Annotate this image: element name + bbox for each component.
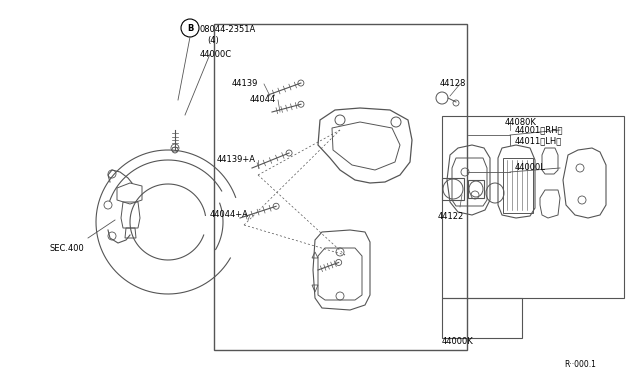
Text: 44128: 44128 — [440, 79, 467, 88]
Text: 44000L: 44000L — [515, 163, 546, 172]
Bar — [468, 180, 484, 198]
Text: B: B — [187, 23, 193, 32]
Text: 44044: 44044 — [250, 95, 276, 104]
Text: 08044-2351A: 08044-2351A — [200, 25, 256, 34]
Text: R··000.1: R··000.1 — [564, 360, 596, 369]
Text: 44011〈LH〉: 44011〈LH〉 — [515, 136, 563, 145]
Text: 44122: 44122 — [438, 212, 464, 221]
Text: SEC.400: SEC.400 — [50, 244, 84, 253]
Text: 44080K: 44080K — [505, 118, 537, 127]
Text: (4): (4) — [207, 36, 219, 45]
Bar — [442, 116, 624, 298]
Text: 44000C: 44000C — [200, 50, 232, 59]
Bar — [503, 158, 533, 213]
Text: 44000K: 44000K — [442, 337, 474, 346]
Bar — [442, 298, 522, 338]
Text: 44044+A: 44044+A — [210, 210, 249, 219]
Bar — [214, 24, 467, 350]
Text: 44001〈RH〉: 44001〈RH〉 — [515, 125, 563, 134]
Text: 44139: 44139 — [232, 79, 259, 88]
Bar — [442, 178, 464, 200]
Text: 44139+A: 44139+A — [217, 155, 256, 164]
